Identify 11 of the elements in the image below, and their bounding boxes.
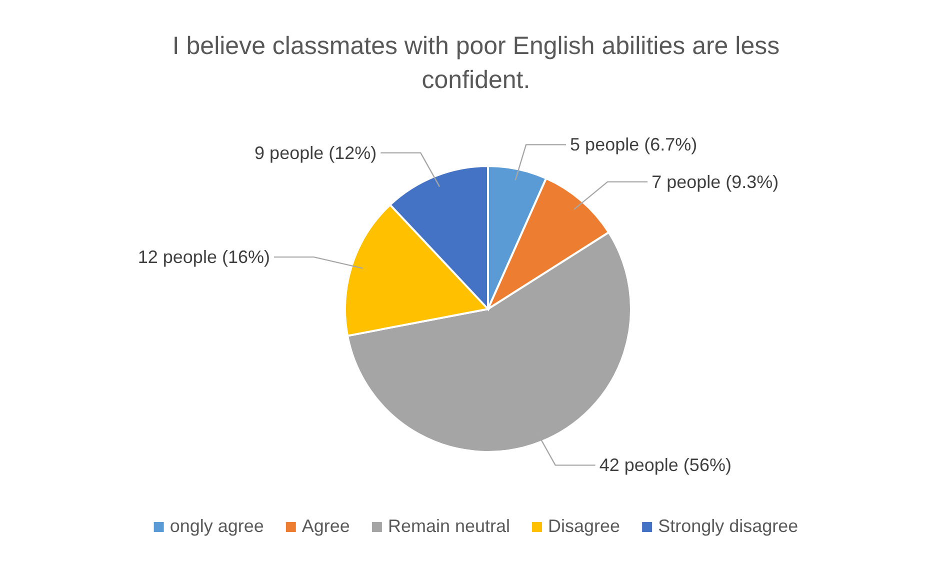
legend-label: Agree: [302, 516, 350, 536]
data-label: 5 people (6.7%): [570, 134, 698, 155]
legend-label: Remain neutral: [388, 516, 510, 536]
chart-title: I believe classmates with poor English abilities are less confident.: [172, 32, 780, 94]
legend-label: Strongly disagree: [658, 516, 798, 536]
legend-label: Disagree: [548, 516, 620, 536]
data-label: 7 people (9.3%): [652, 172, 779, 192]
data-label: 9 people (12%): [254, 142, 377, 163]
data-label: 42 people (56%): [599, 455, 732, 476]
data-label: 12 people (16%): [138, 247, 270, 268]
legend-label: ongly agree: [170, 516, 264, 536]
